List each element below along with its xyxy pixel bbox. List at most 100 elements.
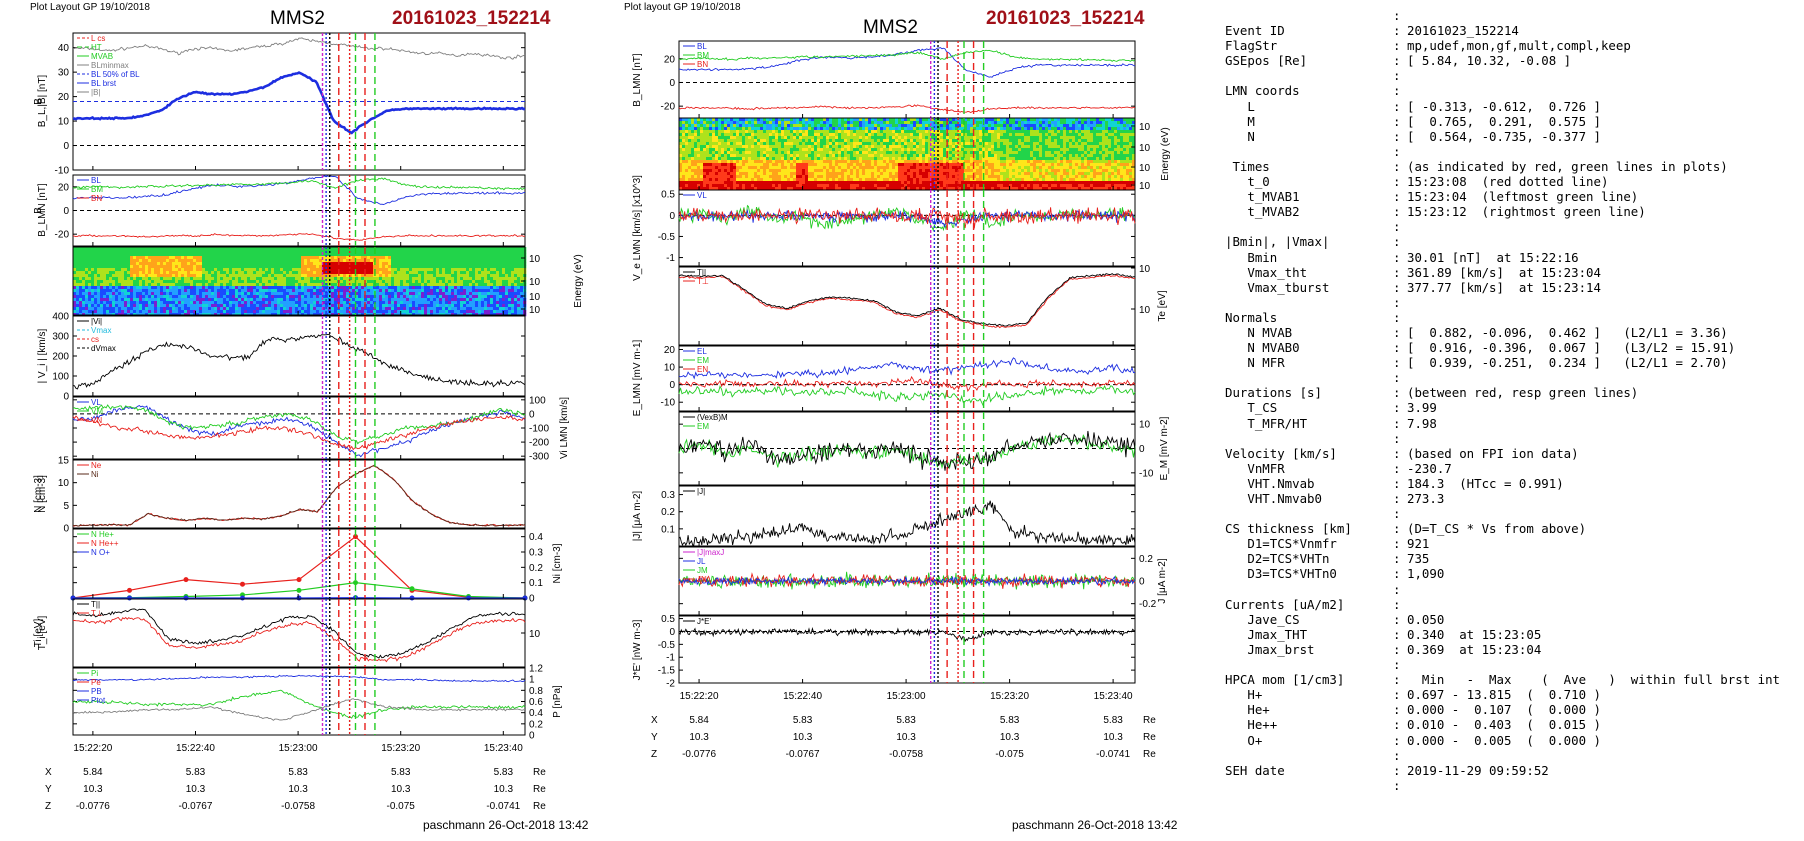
spectrogram-cell xyxy=(757,142,761,146)
spectrogram-cell xyxy=(784,145,788,149)
spectrogram-cell xyxy=(385,301,389,305)
spectrogram-cell xyxy=(418,274,422,278)
spectrogram-cell xyxy=(409,262,413,266)
spectrogram-cell xyxy=(760,175,764,179)
spectrogram-cell xyxy=(355,310,359,314)
spectrogram-cell xyxy=(166,286,170,290)
spectrogram-cell xyxy=(721,142,725,146)
spectrogram-cell xyxy=(313,271,317,275)
spectrogram-cell xyxy=(298,277,302,281)
spectrogram-cell xyxy=(352,262,356,266)
spectrogram-cell xyxy=(490,262,494,266)
series-line xyxy=(72,608,526,659)
spectrogram-cell xyxy=(454,247,458,251)
spectrogram-cell xyxy=(226,256,230,260)
spectrogram-cell xyxy=(418,265,422,269)
spectrogram-cell xyxy=(73,253,77,257)
spectrogram-cell xyxy=(484,283,488,287)
spectrogram-cell xyxy=(343,274,347,278)
spectrogram-cell xyxy=(190,274,194,278)
spectrogram-cell xyxy=(130,259,134,263)
spectrogram-cell xyxy=(424,274,428,278)
spectrogram-cell xyxy=(697,139,701,143)
spectrogram-cell xyxy=(256,253,260,257)
spectrogram-cell xyxy=(112,256,116,260)
spectrogram-cell xyxy=(451,310,455,314)
spectrogram-cell xyxy=(766,148,770,152)
spectrogram-cell xyxy=(148,283,152,287)
spectrogram-cell xyxy=(484,259,488,263)
spectrogram-cell xyxy=(373,256,377,260)
spectrogram-cell xyxy=(763,127,767,131)
y-tick-label: 200 xyxy=(52,352,69,363)
spectrogram-cell xyxy=(508,256,512,260)
spectrogram-cell xyxy=(748,133,752,137)
spectrogram-cell xyxy=(154,295,158,299)
spectrogram-cell xyxy=(427,283,431,287)
spectrogram-cell xyxy=(478,292,482,296)
spectrogram-cell xyxy=(448,289,452,293)
spectrogram-cell xyxy=(229,265,233,269)
spectrogram-cell xyxy=(814,148,818,152)
spectrogram-cell xyxy=(202,262,206,266)
spectrogram-cell xyxy=(793,178,797,182)
spectrogram-cell xyxy=(163,274,167,278)
spectrogram-cell xyxy=(214,259,218,263)
spectrogram-cell xyxy=(463,256,467,260)
spectrogram-cell xyxy=(142,250,146,254)
spectrogram-cell xyxy=(370,307,374,311)
spectrogram-cell xyxy=(736,169,740,173)
spectrogram-cell xyxy=(112,271,116,275)
spectrogram-cell xyxy=(478,298,482,302)
spectrogram-cell xyxy=(817,121,821,125)
spectrogram-cell xyxy=(244,262,248,266)
spectrogram-cell xyxy=(244,310,248,314)
spectrogram-cell xyxy=(700,172,704,176)
spectrogram-cell xyxy=(775,163,779,167)
spectrogram-cell xyxy=(154,259,158,263)
spectrogram-cell xyxy=(511,277,515,281)
spectrogram-cell xyxy=(286,277,290,281)
spectrogram-cell xyxy=(430,295,434,299)
spectrogram-cell xyxy=(319,292,323,296)
spectrogram-cell xyxy=(793,169,797,173)
spectrogram-cell xyxy=(286,283,290,287)
spectrogram-cell xyxy=(814,121,818,125)
spectrogram-cell xyxy=(679,169,683,173)
spectrogram-cell xyxy=(388,307,392,311)
spectrogram-cell xyxy=(757,163,761,167)
spectrogram-cell xyxy=(103,271,107,275)
spectrogram-cell xyxy=(97,268,101,272)
spectrogram-cell xyxy=(349,286,353,290)
spectrogram-cell xyxy=(415,268,419,272)
spectrogram-cell xyxy=(106,307,110,311)
spectrogram-cell xyxy=(439,310,443,314)
spectrogram-cell xyxy=(241,253,245,257)
spectrogram-cell xyxy=(403,280,407,284)
spectrogram-cell xyxy=(301,274,305,278)
spectrogram-cell xyxy=(127,307,131,311)
spectrogram-cell xyxy=(322,262,326,266)
spectrogram-cell xyxy=(430,259,434,263)
spectrogram-cell xyxy=(346,250,350,254)
spectrogram-cell xyxy=(706,121,710,125)
spectrogram-cell xyxy=(715,187,719,191)
spectrogram-cell xyxy=(814,133,818,137)
spectrogram-cell xyxy=(124,277,128,281)
spectrogram-cell xyxy=(802,142,806,146)
spectrogram-cell xyxy=(709,139,713,143)
spectrogram-cell xyxy=(283,289,287,293)
spectrogram-cell xyxy=(502,295,506,299)
spectrogram-cell xyxy=(262,274,266,278)
spectrogram-cell xyxy=(160,301,164,305)
spectrogram-cell xyxy=(805,160,809,164)
spectrogram-cell xyxy=(514,280,518,284)
spectrogram-cell xyxy=(346,259,350,263)
spectrogram-cell xyxy=(178,280,182,284)
spectrogram-cell xyxy=(181,292,185,296)
spectrogram-cell xyxy=(790,133,794,137)
spectrogram-cell xyxy=(454,307,458,311)
spectrogram-cell xyxy=(307,286,311,290)
spectrogram-cell xyxy=(226,289,230,293)
spectrogram-cell xyxy=(793,181,797,185)
